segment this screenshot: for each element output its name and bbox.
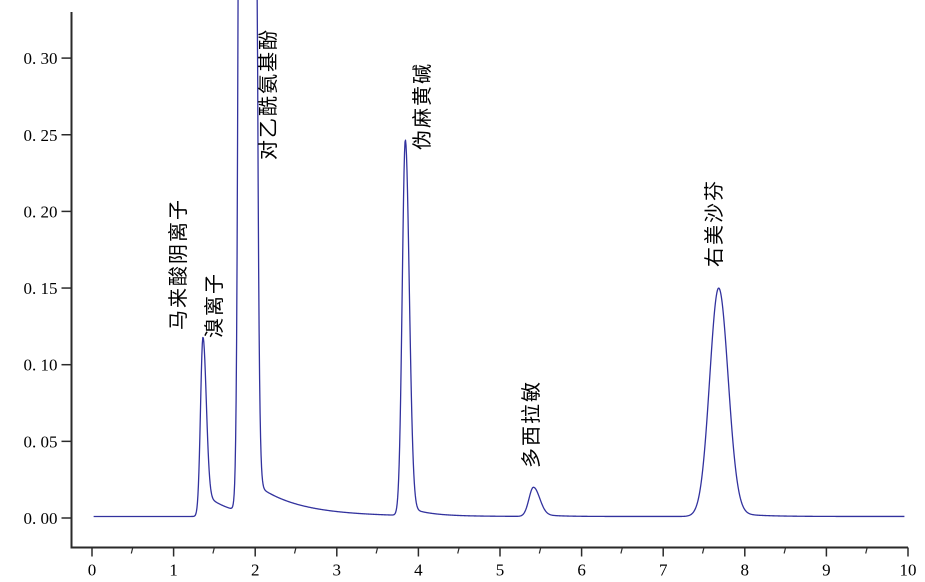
x-tick-label: 5 (496, 561, 505, 580)
x-minor-tick (375, 547, 379, 554)
peak-label-dextromethorphan: 右美沙芬 (703, 178, 726, 267)
x-tick-label: 0 (88, 561, 97, 580)
trace-line (93, 0, 905, 518)
x-tick-label: 2 (251, 561, 260, 580)
y-tick-label: 0. 05 (24, 432, 58, 451)
x-minor-tick (212, 547, 215, 554)
x-minor-tick (457, 547, 460, 554)
x-tick-label: 7 (659, 561, 668, 580)
x-tick-label: 9 (822, 561, 831, 580)
x-minor-tick (538, 547, 542, 554)
x-tick-label: 1 (169, 561, 178, 580)
y-tick-label: 0. 25 (24, 126, 58, 145)
y-tick-label: 0. 15 (24, 279, 58, 298)
x-minor-tick (701, 547, 705, 554)
x-minor-tick (865, 547, 868, 554)
x-tick-label: 10 (900, 561, 917, 580)
x-tick-label: 3 (333, 561, 342, 580)
y-tick-label: 0. 20 (24, 202, 58, 221)
x-minor-tick (130, 547, 134, 554)
peak-label-acetaminophen: 对乙酰氨基酚 (258, 28, 281, 161)
y-tick-label: 0. 00 (24, 509, 58, 528)
peak-label-pseudoephedrine: 伪麻黄碱 (411, 62, 434, 151)
peak-label-maleate-anion: 马来酸阴离子 (167, 198, 190, 331)
peak-label-doxylamine: 多西拉敏 (521, 380, 544, 469)
y-tick-label: 0. 10 (24, 356, 58, 375)
x-tick-label: 8 (741, 561, 750, 580)
x-tick-label: 4 (414, 561, 423, 580)
x-minor-tick (783, 547, 787, 554)
x-minor-tick (293, 547, 297, 554)
x-minor-tick (620, 547, 623, 554)
peak-label-bromide-ion: 溴离子 (204, 272, 227, 339)
y-tick-label: 0. 30 (24, 49, 58, 68)
x-tick-label: 6 (577, 561, 586, 580)
